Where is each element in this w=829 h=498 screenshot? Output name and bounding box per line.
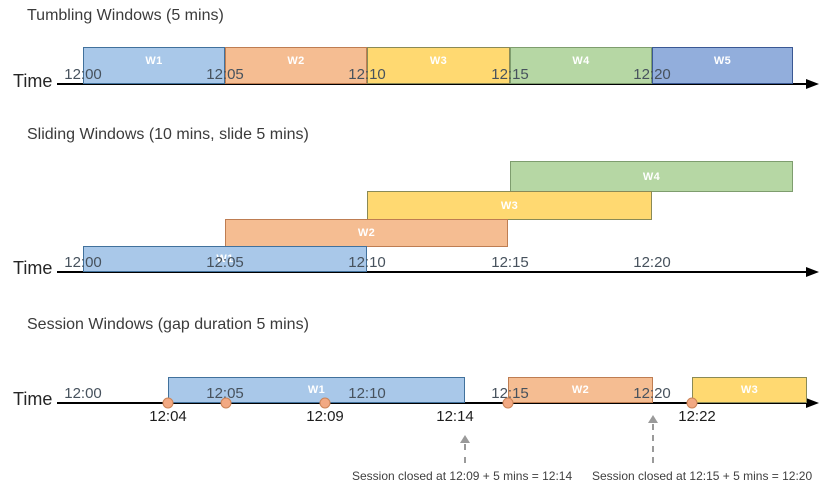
tick-label: 12:05 (206, 254, 244, 271)
tick-label: 12:00 (64, 385, 102, 402)
window-label: W4 (572, 55, 590, 67)
tick-label: 12:05 (206, 385, 244, 402)
tumbling-window-w3: W3 (367, 47, 510, 84)
sliding-window-w1: W1 (83, 246, 367, 272)
time-axis (57, 271, 807, 273)
window-label: W2 (287, 55, 305, 67)
tumbling-window-w5: W5 (652, 47, 793, 84)
window-label: W5 (713, 55, 732, 67)
axis-arrowhead-icon (806, 267, 819, 277)
session-window-w3: W3 (692, 377, 807, 403)
time-axis (57, 83, 807, 85)
event-time-label: 12:22 (678, 408, 716, 425)
window-label: W3 (429, 55, 448, 67)
tick-label: 12:20 (633, 254, 671, 271)
time-axis (57, 402, 807, 404)
sliding-window-w2: W2 (225, 219, 508, 247)
dashed-up-arrow-icon (460, 435, 470, 443)
window-label: W3 (500, 199, 519, 212)
session-closed-note-2: Session closed at 12:15 + 5 mins = 12:20 (592, 469, 813, 483)
event-dot (502, 397, 514, 409)
tick-label: 12:15 (491, 66, 529, 83)
tick-label: 12:10 (348, 66, 386, 83)
window-label: W4 (642, 170, 661, 183)
sliding-section-title: Sliding Windows (10 mins, slide 5 mins) (27, 126, 309, 143)
axis-arrowhead-icon (806, 398, 819, 408)
event-time-label: 12:09 (306, 408, 344, 425)
axis-arrowhead-icon (806, 79, 819, 89)
tick-label: 12:10 (348, 254, 386, 271)
event-dot (220, 397, 232, 409)
event-dot (319, 397, 331, 409)
tick-label: 12:20 (633, 385, 671, 402)
sliding-window-w4: W4 (510, 161, 793, 192)
tumbling-window-w2: W2 (225, 47, 367, 84)
dashed-arrow-line (464, 444, 466, 463)
session-closed-note-1: Session closed at 12:09 + 5 mins = 12:14 (352, 469, 573, 483)
tick-label: 12:00 (64, 66, 102, 83)
tumbling-window-w1: W1 (83, 47, 225, 84)
session-window-w1: W1 (168, 377, 465, 403)
dashed-up-arrow-icon (648, 415, 658, 423)
window-label: W1 (145, 55, 163, 67)
event-time-label: 12:14 (436, 408, 474, 425)
window-label: W3 (740, 384, 759, 396)
window-label: W2 (571, 384, 590, 396)
tick-label: 12:00 (64, 254, 102, 271)
session-section-title: Session Windows (gap duration 5 mins) (27, 316, 309, 333)
tumbling-window-w4: W4 (510, 47, 652, 84)
time-axis-label: Time (13, 389, 53, 409)
dashed-arrow-line (652, 424, 654, 463)
event-dot (162, 397, 174, 409)
tick-label: 12:05 (206, 66, 244, 83)
tick-label: 12:20 (633, 66, 671, 83)
window-label: W1 (216, 253, 234, 265)
tick-label: 12:15 (491, 385, 529, 402)
window-label: W2 (357, 227, 376, 239)
tick-label: 12:15 (491, 254, 529, 271)
sliding-window-w3: W3 (367, 191, 652, 220)
event-dot (686, 397, 698, 409)
window-label: W1 (307, 384, 326, 396)
event-time-label: 12:04 (149, 408, 187, 425)
tumbling-section-title: Tumbling Windows (5 mins) (27, 7, 224, 24)
time-axis-label: Time (13, 258, 53, 278)
tick-label: 12:10 (348, 385, 386, 402)
time-axis-label: Time (13, 71, 53, 91)
session-window-w2: W2 (508, 377, 653, 403)
